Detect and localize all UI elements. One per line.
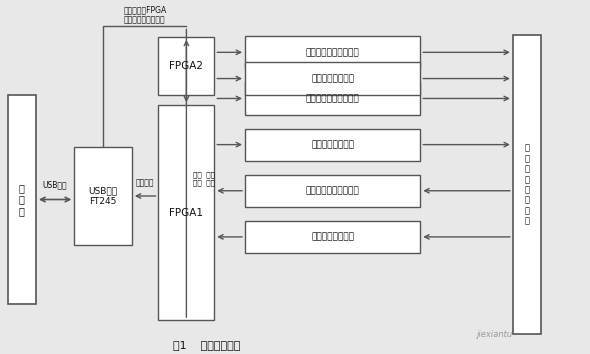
FancyBboxPatch shape [245, 36, 420, 68]
Text: USB芯片
FT245: USB芯片 FT245 [88, 186, 117, 206]
Text: 指令数据接收模块: 指令数据接收模块 [311, 232, 354, 241]
FancyBboxPatch shape [245, 129, 420, 161]
FancyBboxPatch shape [245, 82, 420, 115]
FancyBboxPatch shape [159, 37, 214, 95]
Text: 计
算
机: 计 算 机 [19, 183, 25, 216]
Text: 串行  指令
通信  信号: 串行 指令 通信 信号 [194, 171, 215, 185]
FancyBboxPatch shape [159, 105, 214, 320]
Text: 数
字
量
变
换
器
接
口: 数 字 量 变 换 器 接 口 [525, 144, 529, 225]
Text: 输出电源电压控制模块: 输出电源电压控制模块 [306, 48, 359, 57]
FancyBboxPatch shape [245, 175, 420, 207]
FancyBboxPatch shape [74, 147, 132, 245]
Text: 计算机字信号发送模块: 计算机字信号发送模块 [306, 94, 359, 103]
Text: FPGA2: FPGA2 [169, 61, 204, 71]
Text: jiexiantu: jiexiantu [477, 330, 513, 338]
FancyBboxPatch shape [245, 62, 420, 95]
Text: 上传数据: 上传数据 [136, 178, 155, 187]
Text: 计算机字数码接收模块: 计算机字数码接收模块 [306, 186, 359, 195]
FancyBboxPatch shape [245, 221, 420, 253]
Text: 上位机发送FPGA
工作模式及控制命令: 上位机发送FPGA 工作模式及控制命令 [123, 5, 166, 25]
FancyBboxPatch shape [8, 95, 36, 304]
Text: 图1    系统结构框图: 图1 系统结构框图 [173, 339, 240, 349]
Text: USB电缆: USB电缆 [43, 180, 67, 189]
FancyBboxPatch shape [513, 35, 541, 334]
Text: 指令信号发送模块: 指令信号发送模块 [311, 74, 354, 83]
Text: 勤务信号发送模块: 勤务信号发送模块 [311, 140, 354, 149]
Text: FPGA1: FPGA1 [169, 207, 204, 218]
